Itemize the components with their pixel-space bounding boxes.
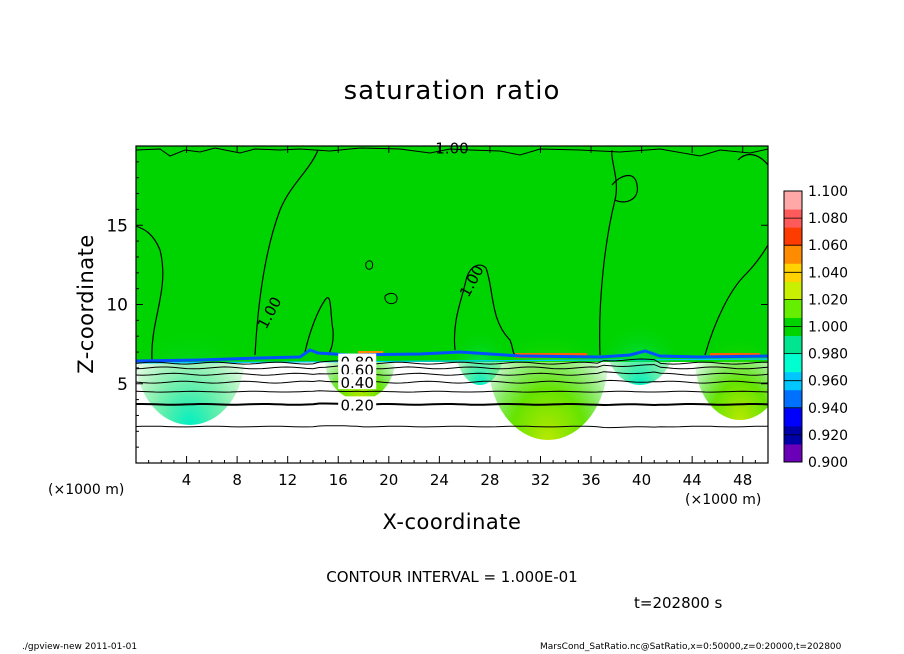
layer-boundary	[136, 358, 768, 364]
y-tick-label: 10	[106, 296, 128, 316]
plume-area	[455, 305, 505, 385]
contour-label-bg	[338, 374, 377, 390]
colorbar: 1.100 1.080 1.060 1.040 1.020 1.000 0.980 0.960…	[783, 184, 848, 471]
contour-line-1.00	[304, 297, 334, 356]
y-axis-ticks: 5 10 15	[106, 161, 768, 448]
x-tick-label: 36	[581, 471, 600, 489]
y-axis-label: Z-coordinate	[74, 234, 98, 374]
contour-line-1.00	[704, 244, 768, 356]
contour-line-1.00	[136, 225, 164, 361]
contour-interval-label: CONTOUR INTERVAL = 1.000E-01	[326, 568, 578, 586]
contour-line	[135, 371, 769, 376]
colorbar-swatch	[784, 335, 802, 355]
colorbar-label: 1.060	[808, 238, 848, 254]
time-label: t=202800 s	[634, 594, 723, 612]
colorbar-label: 1.100	[808, 184, 848, 200]
contour-line-1.00	[384, 292, 398, 305]
colorbar-label: 1.040	[808, 265, 848, 281]
contour-line-1.00	[599, 149, 617, 356]
chart-title: saturation ratio	[343, 76, 561, 106]
contour-label: 1.00	[435, 140, 468, 158]
contour-label: 0.40	[340, 374, 373, 392]
colorbar-swatch	[784, 245, 802, 264]
x-tick-label: 4	[182, 471, 192, 489]
y-tick-label: 5	[117, 375, 128, 395]
contour-line	[135, 358, 768, 365]
colorbar-swatch	[784, 443, 802, 463]
footer-right: MarsCond_SatRatio.nc@SatRatio,x=0:50000,…	[540, 642, 842, 652]
colorbar-label: 1.020	[808, 292, 848, 308]
contour-line-1.00	[611, 175, 638, 203]
colorbar-swatch	[784, 353, 802, 373]
contour-label-bg	[338, 361, 377, 377]
colorbar-label: 0.940	[808, 401, 848, 417]
field-layer	[136, 146, 768, 463]
high-value-strip	[358, 351, 383, 355]
contour-line	[136, 402, 769, 407]
colorbar-label: 0.960	[808, 374, 848, 390]
contour-line	[135, 364, 769, 370]
x-tick-label: 8	[232, 471, 242, 489]
lower-contours	[135, 358, 769, 429]
contour-line-1.00	[453, 264, 516, 356]
x-axis-unit-right: (×1000 m)	[685, 492, 762, 508]
plume-area	[605, 295, 675, 385]
plume-area	[136, 285, 245, 425]
colorbar-swatch	[784, 227, 802, 246]
x-axis-ticks: 4 8 12 16 20 24 28 32 36 40 44 48	[148, 146, 756, 489]
x-tick-label: 32	[531, 471, 550, 489]
contour-line	[135, 379, 769, 384]
x-tick-label: 28	[480, 471, 499, 489]
x-tick-label: 12	[278, 471, 297, 489]
x-axis-label: X-coordinate	[382, 510, 522, 534]
plume-area	[695, 300, 768, 420]
contour-line-1.00	[737, 153, 768, 166]
x-tick-label: 48	[733, 471, 752, 489]
footer-left: ./gpview-new 2011-01-01	[22, 642, 138, 652]
colorbar-label: 1.080	[808, 211, 848, 227]
colorbar-label: 0.920	[808, 428, 848, 444]
colorbar-swatch	[784, 389, 802, 409]
layer-boundary	[136, 348, 768, 363]
colorbar-swatch	[784, 407, 802, 427]
y-tick-label: 15	[106, 216, 128, 236]
contour-line-1.00	[254, 149, 319, 356]
contour-line	[135, 425, 768, 429]
colorbar-swatch	[784, 191, 802, 210]
contour-line	[135, 390, 769, 393]
x-tick-label: 44	[683, 471, 702, 489]
colorbar-label: 0.980	[808, 347, 848, 363]
colorbar-swatch	[784, 281, 802, 300]
top-edge-contour	[136, 147, 768, 157]
contour-line-1.00	[365, 260, 373, 270]
x-tick-label: 20	[379, 471, 398, 489]
colorbar-label: 0.900	[808, 455, 848, 471]
colorbar-label: 1.000	[808, 320, 848, 336]
x-axis-unit-left: (×1000 m)	[48, 482, 125, 498]
x-tick-label: 24	[430, 471, 449, 489]
contour-label: 0.20	[340, 396, 373, 414]
contour-label-bg	[338, 396, 377, 412]
x-tick-label: 16	[329, 471, 348, 489]
colorbar-swatch	[784, 299, 802, 318]
x-tick-label: 40	[632, 471, 651, 489]
